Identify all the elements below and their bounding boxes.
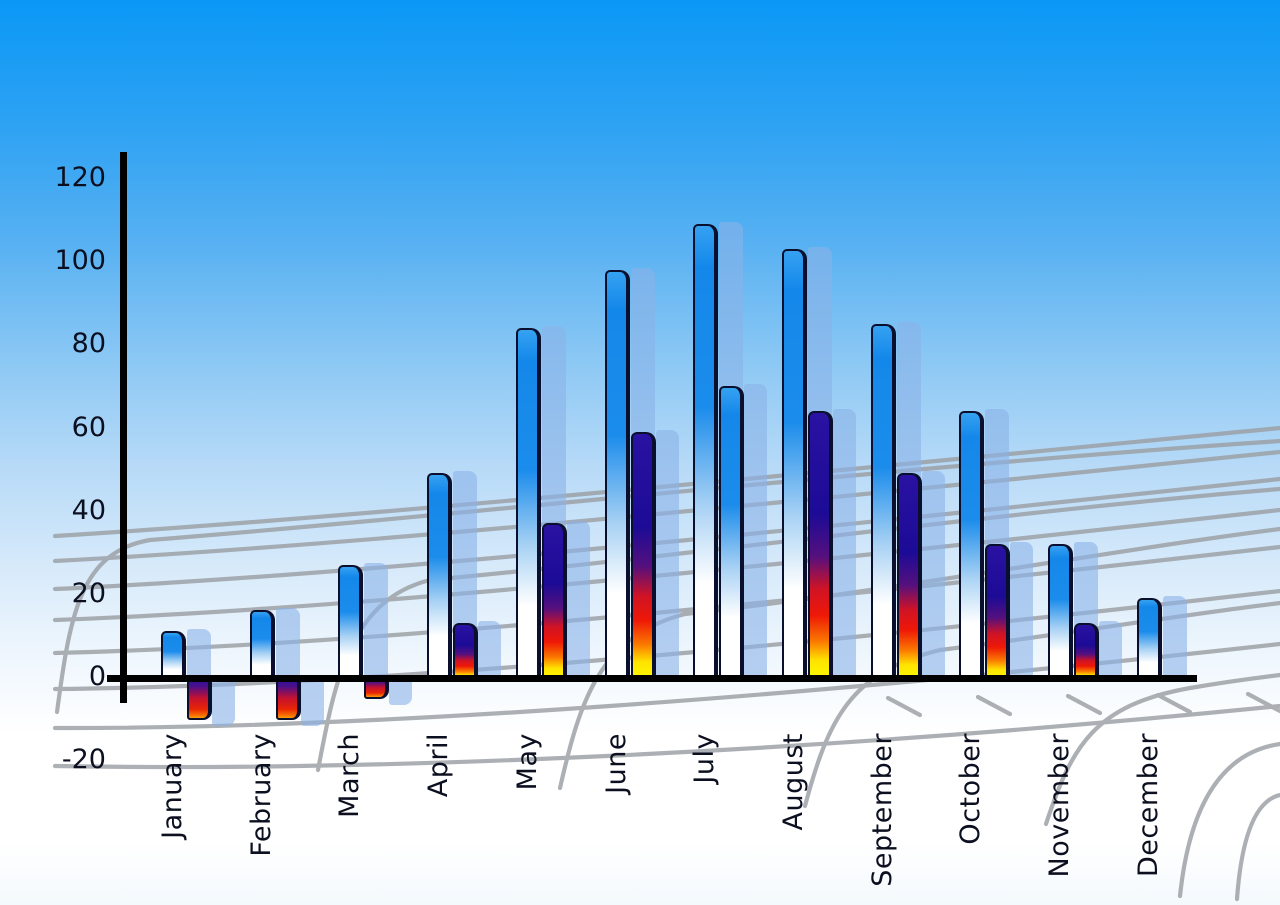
bar2-april [453,623,478,680]
bar1-november [1048,544,1073,680]
y-label-120: 120 [54,162,106,193]
x-label-april: April [423,733,454,798]
x-label-september: September [867,733,898,887]
bar2-october [985,544,1010,680]
bar2-shadow-september [922,471,945,679]
x-label-august: August [778,733,809,831]
bar-shadow-february [276,608,300,679]
bar2-shadow-october [1010,542,1033,679]
bar2-shadow-march [389,682,412,705]
x-label-july: July [689,733,720,784]
bar1-may [516,328,541,680]
y-label-40: 40 [71,495,106,526]
bar2-january [187,678,212,720]
bar2-february [276,678,301,720]
bar2-july [719,386,744,680]
x-label-december: December [1133,733,1164,878]
bar1-april [427,473,452,680]
x-label-november: November [1044,733,1075,878]
y-axis-line [120,152,127,703]
bar2-shadow-august [833,409,856,679]
x-label-october: October [955,733,986,845]
bar2-shadow-july [744,384,767,679]
bar2-shadow-november [1099,621,1122,679]
bar1-july [693,224,718,680]
bar2-shadow-january [212,682,235,726]
y-label-60: 60 [71,412,106,443]
bar1-august [782,249,807,680]
bar2-shadow-may [567,521,590,679]
bar2-shadow-february [301,682,324,726]
x-label-march: March [334,733,365,818]
bar2-march [364,678,389,699]
y-label-100: 100 [54,245,106,276]
x-axis-line [107,675,1197,682]
x-label-january: January [157,733,188,839]
bar1-september [871,324,896,680]
y-label-20: 20 [71,578,106,609]
bar-shadow-january [187,629,211,679]
bar2-november [1074,623,1099,680]
x-label-february: February [246,733,277,857]
bar2-shadow-june [656,430,679,679]
bar1-december [1137,598,1162,680]
bar2-shadow-april [478,621,501,679]
bar1-february [250,610,275,680]
bar2-may [542,523,567,680]
bar2-august [808,411,833,680]
bar-shadow-december [1163,596,1187,679]
bar1-october [959,411,984,680]
y-label-0: 0 [88,661,106,692]
y-label--20: -20 [61,744,106,775]
y-label-80: 80 [71,328,106,359]
bar2-june [631,432,656,680]
bar1-march [338,565,363,680]
bar2-september [897,473,922,680]
bar1-january [161,631,186,680]
bar-shadow-march [364,563,388,679]
bar1-june [605,270,630,680]
x-label-may: May [512,733,543,791]
x-label-june: June [601,733,632,794]
